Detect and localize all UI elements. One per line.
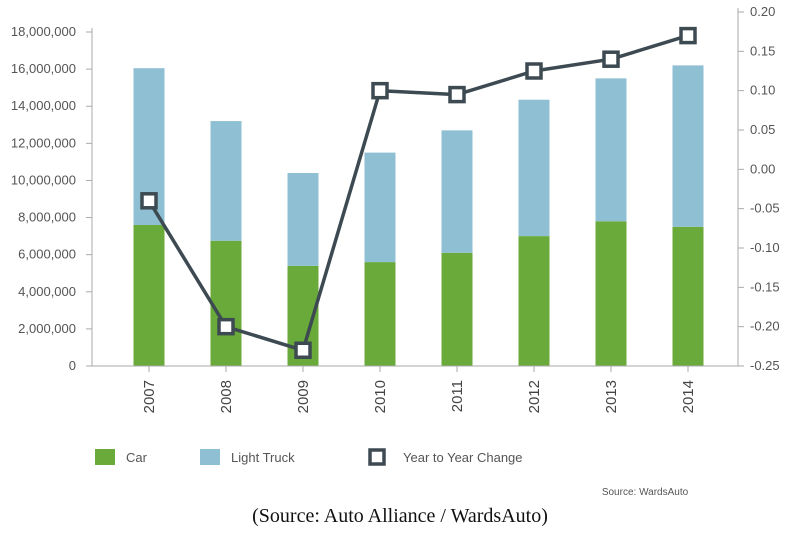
bar-light-truck-2014 (672, 65, 704, 227)
legend-swatch-car (95, 449, 115, 465)
left-axis-tick-label: 18,000,000 (11, 24, 76, 39)
bar-car-2014 (672, 226, 704, 366)
chart: 0 2,000,000 4,000,000 6,000,000 8,000,000 10,… (11, 4, 780, 498)
marker-year-to-year-change-2012 (525, 62, 543, 80)
legend-swatch-light-truck (200, 449, 220, 465)
left-axis-tick-label: 6,000,000 (18, 247, 76, 262)
caption: (Source: Auto Alliance / WardsAuto) (252, 505, 548, 527)
bar-light-truck-2013 (595, 78, 627, 222)
legend-label-year-to-year-change: Year to Year Change (403, 450, 523, 465)
bar-car-2012 (518, 236, 550, 366)
x-axis-tick-label: 2009 (295, 380, 312, 413)
right-axis-tick-label: 0.15 (750, 43, 775, 58)
marker-year-to-year-change-2013 (602, 50, 620, 68)
bar-light-truck-2008 (210, 121, 242, 241)
right-axis-tick-label: 0.05 (750, 122, 775, 137)
bar-light-truck-2011 (441, 130, 473, 253)
bar-car-2011 (441, 252, 473, 366)
line-series-group (140, 26, 697, 360)
left-axis-tick-label: 4,000,000 (18, 284, 76, 299)
right-axis-tick-label: -0.15 (750, 279, 780, 294)
bar-car-2008 (210, 240, 242, 366)
legend-label-car: Car (126, 450, 148, 465)
line-year-to-year-change (147, 33, 689, 353)
left-axis-tick-label: 0 (69, 358, 76, 373)
right-axis-tick-label: 0.10 (750, 83, 775, 98)
marker-year-to-year-change-2008 (217, 317, 235, 336)
x-axis-tick-label: 2007 (141, 380, 158, 413)
marker-year-to-year-change-2011 (448, 85, 466, 104)
right-axis-tick-label: -0.10 (750, 240, 780, 255)
right-axis-tick-label: 0.20 (750, 4, 775, 19)
legend-swatch-year-to-year-change (368, 448, 386, 466)
bar-light-truck-2010 (364, 152, 396, 263)
x-axis-tick-label: 2011 (449, 380, 466, 412)
axes-group: 0 2,000,000 4,000,000 6,000,000 8,000,000 10,… (11, 4, 780, 413)
x-axis-tick-label: 2008 (218, 380, 235, 413)
bar-light-truck-2012 (518, 99, 550, 237)
left-axis-tick-label: 16,000,000 (11, 61, 76, 76)
right-axis-tick-label: -0.05 (750, 201, 780, 216)
marker-year-to-year-change-2009 (294, 341, 312, 360)
right-axis-tick-label: 0.00 (750, 161, 775, 176)
marker-year-to-year-change-2010 (371, 81, 389, 100)
right-axis-tick-label: -0.20 (750, 319, 780, 334)
bar-car-2007 (133, 224, 165, 366)
left-axis-tick-label: 8,000,000 (18, 210, 76, 225)
bar-car-2010 (364, 262, 396, 366)
x-axis-tick-label: 2014 (680, 380, 697, 413)
x-axis-tick-label: 2010 (372, 380, 389, 413)
right-axis-tick-label: -0.25 (750, 358, 780, 373)
left-axis-tick-label: 10,000,000 (11, 172, 76, 187)
legend-label-light-truck: Light Truck (231, 450, 295, 465)
left-axis-tick-label: 14,000,000 (11, 98, 76, 113)
left-axis-tick-label: 12,000,000 (11, 135, 76, 150)
source-note: Source: WardsAuto (602, 487, 689, 498)
marker-year-to-year-change-2014 (679, 26, 697, 45)
marker-year-to-year-change-2007 (140, 192, 158, 210)
bar-light-truck-2009 (287, 173, 319, 266)
x-axis-tick-label: 2013 (603, 380, 620, 413)
left-axis-tick-label: 2,000,000 (18, 321, 76, 336)
legend: Car Light Truck Year to Year Change (95, 448, 523, 466)
x-axis-tick-label: 2012 (526, 380, 543, 413)
bar-car-2013 (595, 221, 627, 366)
